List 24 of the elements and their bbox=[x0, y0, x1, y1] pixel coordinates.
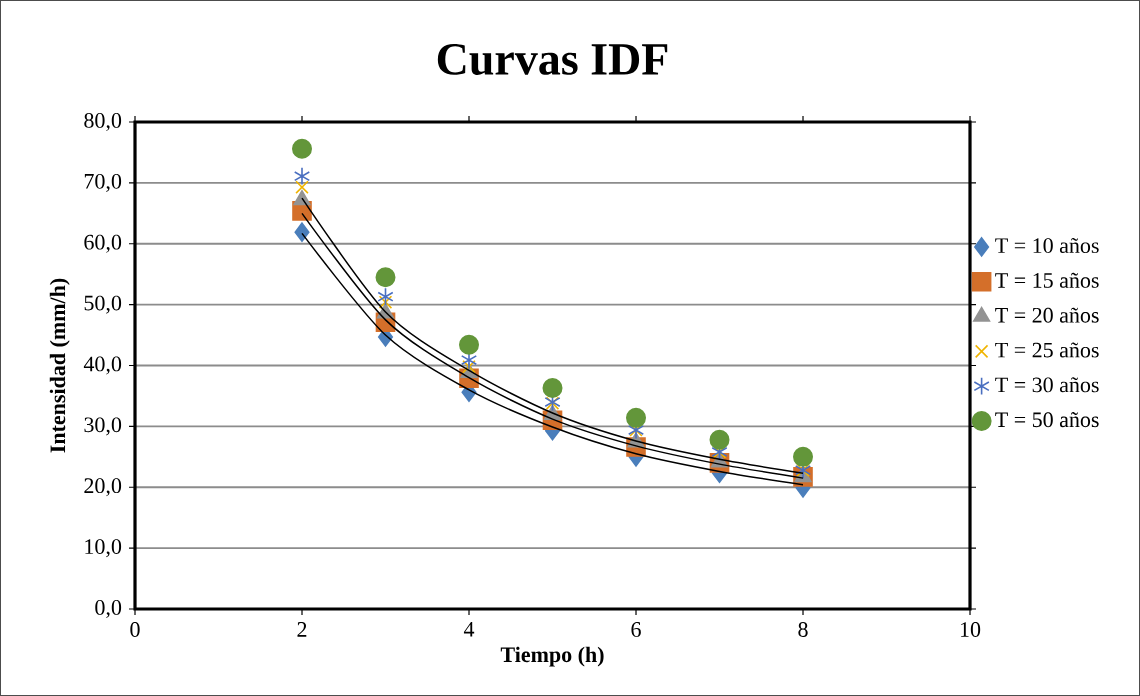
x-tick-label: 10 bbox=[960, 622, 981, 637]
x-tick-label: 8 bbox=[798, 622, 808, 637]
x-tick-label: 4 bbox=[463, 622, 475, 637]
y-tick-label: 40,0 bbox=[83, 356, 122, 375]
y-tick-label: 50,0 bbox=[84, 295, 122, 314]
legend-label: T = 25 años bbox=[995, 342, 1099, 358]
x-axis-title: Tiempo (h) bbox=[500, 646, 604, 667]
y-tick-label: 30,0 bbox=[84, 417, 122, 436]
legend-label: T = 20 años bbox=[995, 307, 1099, 323]
legend-label: T = 10 años bbox=[995, 238, 1099, 254]
y-tick-label: 20,0 bbox=[84, 478, 122, 497]
x-tick-label: 6 bbox=[631, 622, 641, 637]
y-axis-title: Intensidad (mm/h) bbox=[49, 278, 70, 453]
y-tick-label: 70,0 bbox=[84, 173, 122, 192]
x-tick-label: 0 bbox=[130, 622, 140, 637]
chart-title: Curvas IDF bbox=[437, 43, 668, 75]
y-tick-label: 60,0 bbox=[84, 234, 122, 253]
y-tick-label: 0,0 bbox=[95, 600, 122, 619]
legend-label: T = 15 años bbox=[995, 272, 1099, 288]
legend-label: T = 30 años bbox=[995, 377, 1099, 393]
y-tick-label: 80,0 bbox=[84, 113, 122, 132]
legend-label: T = 50 años bbox=[995, 412, 1099, 428]
y-tick-label: 10,0 bbox=[85, 539, 122, 558]
x-tick-label: 2 bbox=[297, 622, 307, 637]
